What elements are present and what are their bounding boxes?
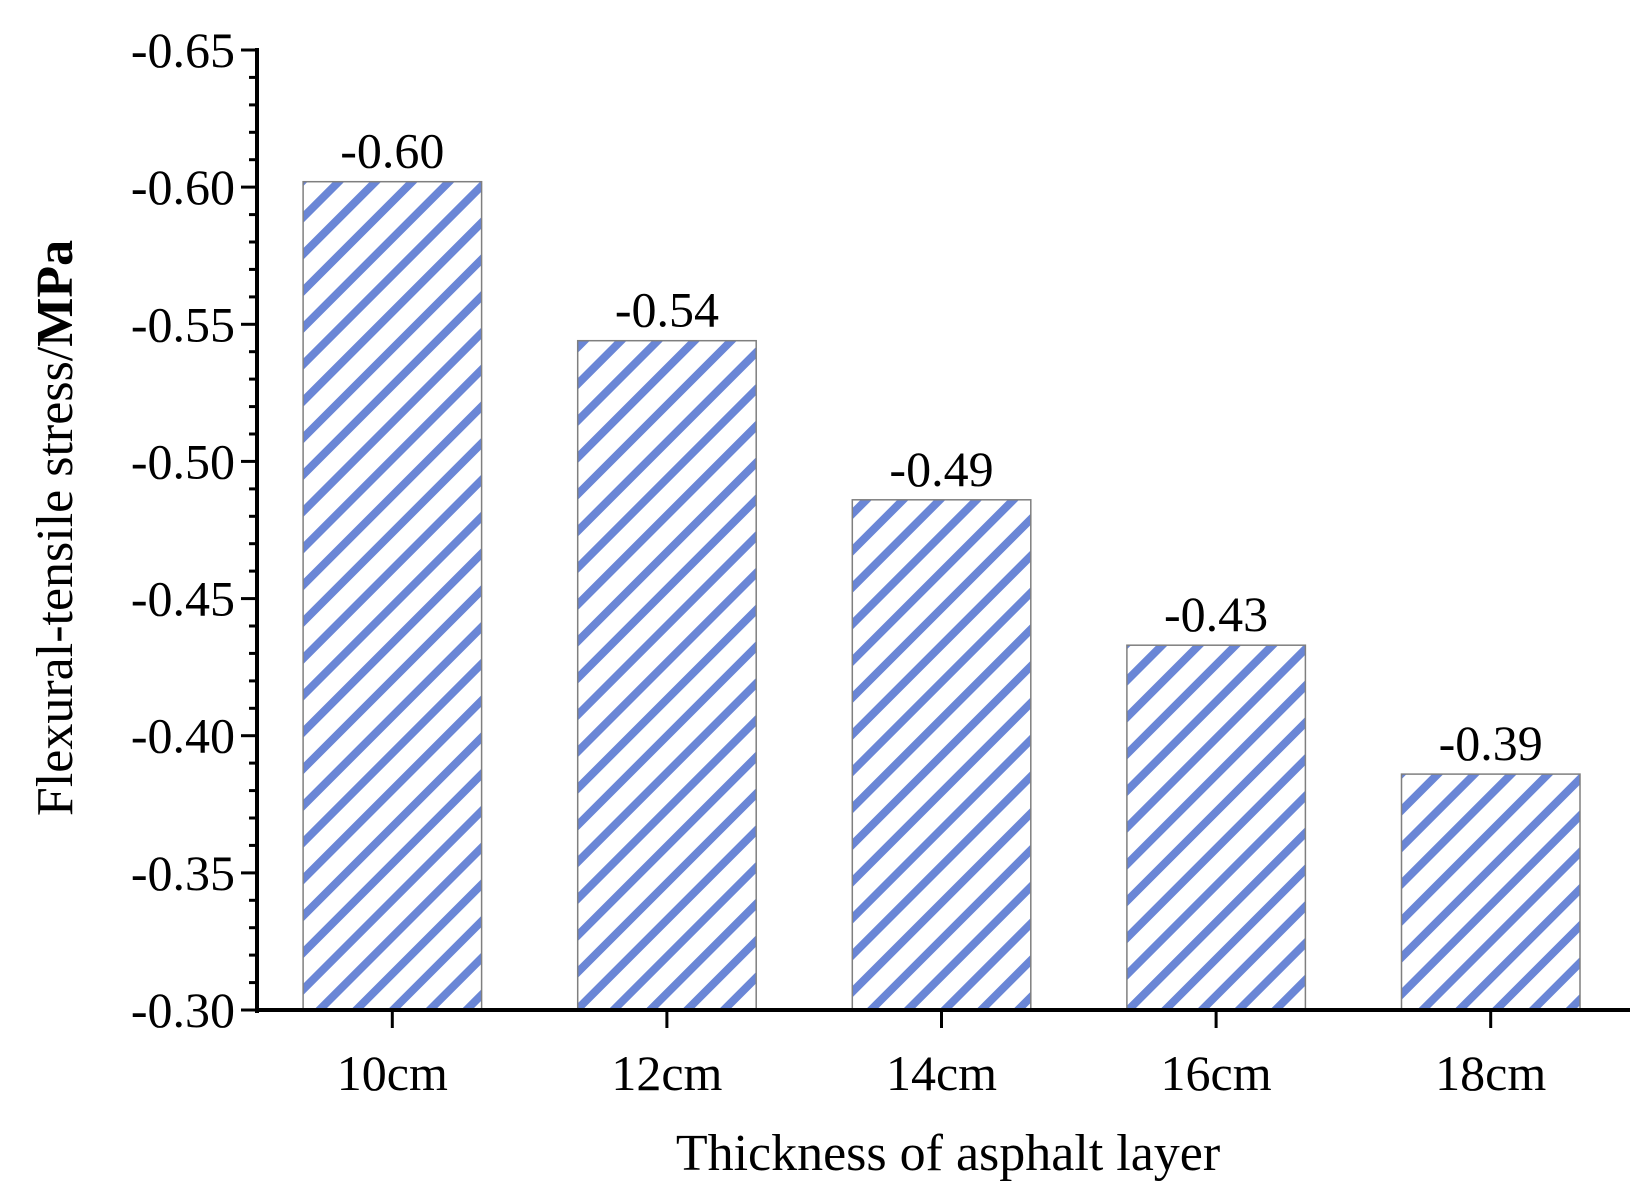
x-tick-label: 16cm (1161, 1045, 1272, 1101)
y-tick-label: -0.30 (131, 982, 235, 1038)
data-label-10cm: -0.60 (340, 123, 444, 179)
bar-18cm (1400, 773, 1581, 1011)
data-label-16cm: -0.43 (1164, 586, 1268, 642)
y-tick-label: -0.50 (131, 433, 235, 489)
data-labels-group: -0.60 -0.54 -0.49 -0.43 -0.39 (340, 123, 1543, 771)
x-axis: 10cm 12cm 14cm 16cm 18cm (255, 1008, 1630, 1101)
x-tick-label: 14cm (886, 1045, 997, 1101)
y-tick-label: -0.65 (131, 22, 235, 78)
data-label-18cm: -0.39 (1439, 715, 1543, 771)
y-tick-label: -0.45 (131, 571, 235, 627)
y-axis: -0.65 -0.60 -0.55 -0.50 -0.45 -0.40 -0.35 -0.30 (131, 22, 259, 1038)
x-axis-title: Thickness of asphalt layer (676, 1125, 1220, 1182)
y-tick-label: -0.40 (131, 708, 235, 764)
x-tick-label: 12cm (611, 1045, 722, 1101)
data-label-12cm: -0.54 (615, 282, 719, 338)
y-tick-label: -0.35 (131, 845, 235, 901)
x-tick-label: 18cm (1435, 1045, 1546, 1101)
bar-10cm (302, 180, 483, 1011)
y-axis-title-unit: MPa (27, 240, 84, 347)
bar-12cm (576, 339, 757, 1011)
x-tick-label: 10cm (337, 1045, 448, 1101)
bars-group (302, 180, 1581, 1011)
data-label-14cm: -0.49 (889, 441, 993, 497)
y-tick-label: -0.55 (131, 296, 235, 352)
bar-16cm (1126, 644, 1307, 1011)
y-axis-title-text: Flexural-tensile stress/ (27, 346, 84, 816)
bar-14cm (851, 499, 1032, 1011)
y-axis-title: Flexural-tensile stress/MPa (27, 240, 84, 816)
y-tick-label: -0.60 (131, 159, 235, 215)
